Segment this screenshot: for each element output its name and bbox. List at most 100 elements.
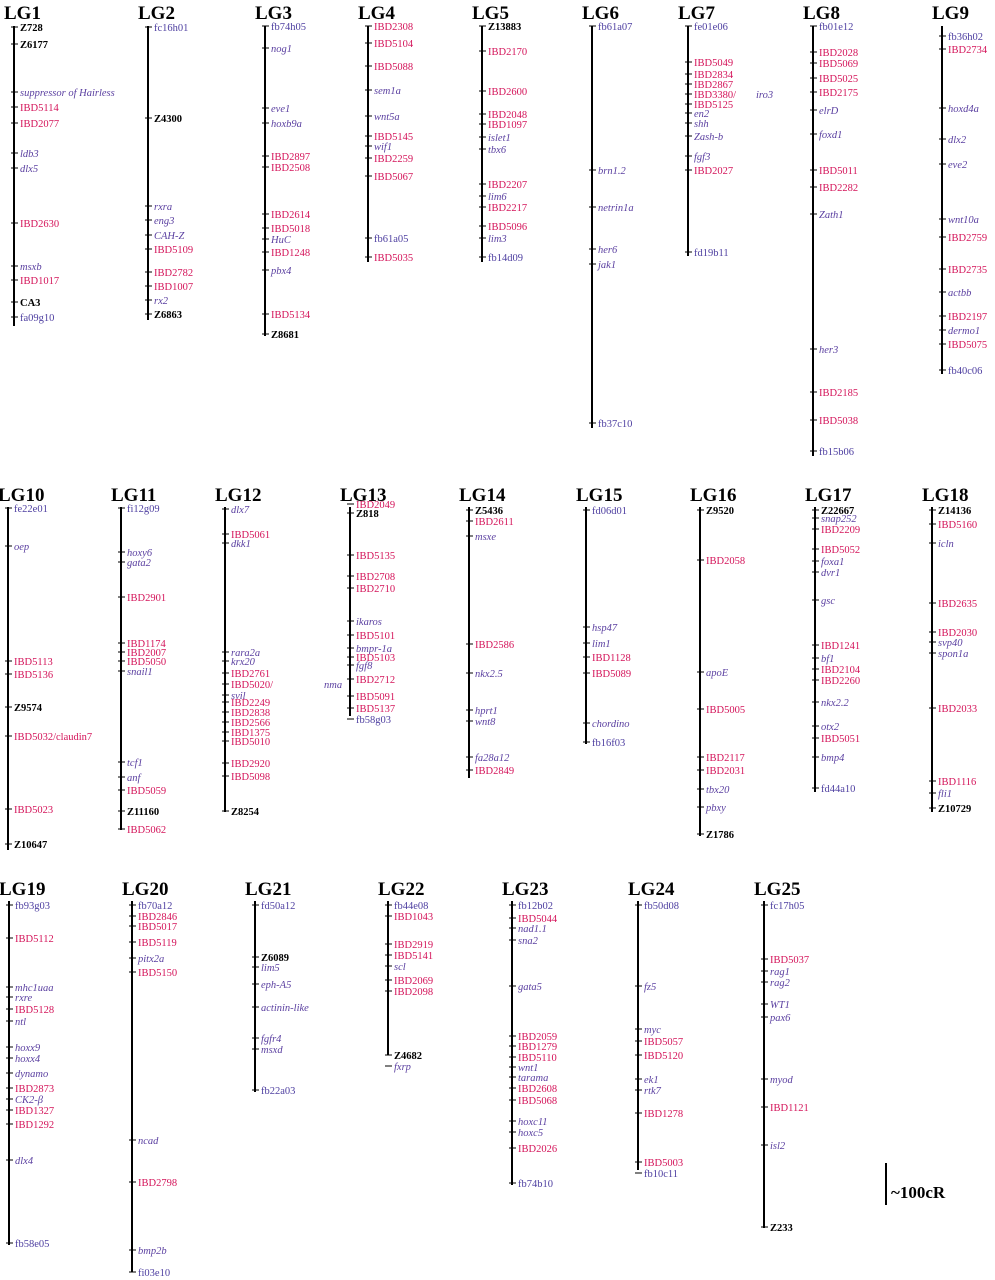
- marker-label: IBD2919: [394, 940, 433, 951]
- marker-label: lim3: [488, 234, 507, 245]
- linkage-group-title: LG6: [582, 3, 619, 24]
- marker-label: IBD5125: [694, 100, 733, 111]
- marker-label: IBD2209: [821, 525, 860, 536]
- marker-label: snap252: [821, 514, 857, 525]
- marker-label: IBD2185: [819, 388, 858, 399]
- marker-label: IBD5141: [394, 951, 433, 962]
- marker-label: IBD5020/: [231, 680, 273, 691]
- marker-label: scl: [394, 962, 406, 973]
- marker-label: IBD1121: [770, 1103, 809, 1114]
- linkage-group-title: LG15: [576, 485, 622, 506]
- marker-label: IBD2508: [271, 163, 310, 174]
- marker-label: IBD3380/: [694, 90, 736, 101]
- marker-label: IBD2920: [231, 759, 270, 770]
- marker-label: IBD2849: [475, 766, 514, 777]
- marker-label: IBD5096: [488, 222, 527, 233]
- marker-label: Zath1: [819, 210, 844, 221]
- marker-label: fb58e05: [15, 1239, 49, 1250]
- marker-label: fxrp: [394, 1062, 411, 1073]
- marker-label: fb93g03: [15, 901, 50, 912]
- marker-label: mhc1uaa: [15, 983, 54, 994]
- marker-label: nkx2.5: [475, 669, 503, 680]
- marker-label: fe22e01: [14, 504, 48, 515]
- marker-label: IBD5059: [127, 786, 166, 797]
- marker-label: IBD5025: [819, 74, 858, 85]
- marker-label: snail1: [127, 667, 153, 678]
- marker-label: fb22a03: [261, 1086, 295, 1097]
- marker-label: brn1.2: [598, 166, 626, 177]
- marker-label: IBD5091: [356, 692, 395, 703]
- marker-label: IBD2207: [488, 180, 527, 191]
- marker-label: IBD1017: [20, 276, 59, 287]
- marker-label: IBD2026: [518, 1144, 557, 1155]
- linkage-group-title: LG14: [459, 485, 506, 506]
- linkage-group-title: LG23: [502, 879, 548, 900]
- linkage-group-title: LG25: [754, 879, 800, 900]
- marker-label: jak1: [596, 260, 616, 271]
- marker-label: IBD2058: [706, 556, 745, 567]
- marker-label: IBD2710: [356, 584, 395, 595]
- marker-label: hsp47: [592, 623, 618, 634]
- marker-label: IBD2308: [374, 22, 413, 33]
- marker-label: IBD5069: [819, 59, 858, 70]
- marker-label: IBD2586: [475, 640, 514, 651]
- marker-label: IBD2259: [374, 154, 413, 165]
- marker-label: IBD5145: [374, 132, 413, 143]
- marker-label: IBD5035: [374, 253, 413, 264]
- linkage-group-title: LG2: [138, 3, 175, 24]
- marker-label: Z233: [770, 1223, 793, 1234]
- marker-label: fb40c06: [948, 366, 982, 377]
- marker-label: dlx5: [20, 164, 38, 175]
- marker-label: IBD5150: [138, 968, 177, 979]
- marker-label: krx20: [231, 657, 256, 668]
- marker-label: IBD2608: [518, 1084, 557, 1095]
- marker-label: sem1a: [374, 86, 401, 97]
- marker-label: IBD2630: [20, 219, 59, 230]
- marker-label: IBD2635: [938, 599, 977, 610]
- linkage-group-title: LG12: [215, 485, 261, 506]
- marker-label: IBD2838: [231, 708, 270, 719]
- linkage-group-title: LG20: [122, 879, 168, 900]
- marker-label: fgfr4: [261, 1034, 282, 1045]
- marker-label: msxd: [261, 1045, 283, 1056]
- marker-label: hoxx4: [15, 1054, 41, 1065]
- marker-label: IBD2033: [938, 704, 977, 715]
- marker-label: IBD5101: [356, 631, 395, 642]
- marker-label: gata2: [127, 558, 152, 569]
- marker-label: rtk7: [644, 1086, 662, 1097]
- marker-label: eph-A5: [261, 980, 291, 991]
- marker-label: fb50d08: [644, 901, 679, 912]
- marker-label: IBD2566: [231, 718, 270, 729]
- marker-label: IBD2098: [394, 987, 433, 998]
- marker-label: IBD1279: [518, 1042, 557, 1053]
- marker-label: netrin1a: [598, 203, 634, 214]
- marker-label: wnt8: [475, 717, 496, 728]
- marker-label: ikaros: [356, 617, 382, 628]
- marker-label: fb15b06: [819, 447, 854, 458]
- linkage-group-lg12: LG12dlx7IBD5061dkk1rara2akrx20IBD2761IBD…: [215, 485, 342, 818]
- marker-label: WT1: [770, 1000, 790, 1011]
- marker-label: IBD5044: [518, 914, 558, 925]
- marker-label: islet1: [488, 133, 511, 144]
- marker-label: IBD5128: [15, 1005, 54, 1016]
- marker-label: IBD1128: [592, 653, 631, 664]
- marker-label: IBD2048: [488, 110, 527, 121]
- marker-label: elrD: [819, 106, 839, 117]
- marker-label: IBD5017: [138, 922, 177, 933]
- marker-label: IBD2712: [356, 675, 395, 686]
- marker-label: hoxx9: [15, 1043, 41, 1054]
- marker-label: hoxd4a: [948, 104, 979, 115]
- marker-label: IBD2846: [138, 912, 177, 923]
- marker-label: nma: [324, 680, 342, 691]
- marker-label: IBD5114: [20, 103, 59, 114]
- linkage-group-title: LG17: [805, 485, 852, 506]
- scale-bar: ~100cR: [885, 1163, 946, 1205]
- marker-label: IBD5010: [231, 737, 270, 748]
